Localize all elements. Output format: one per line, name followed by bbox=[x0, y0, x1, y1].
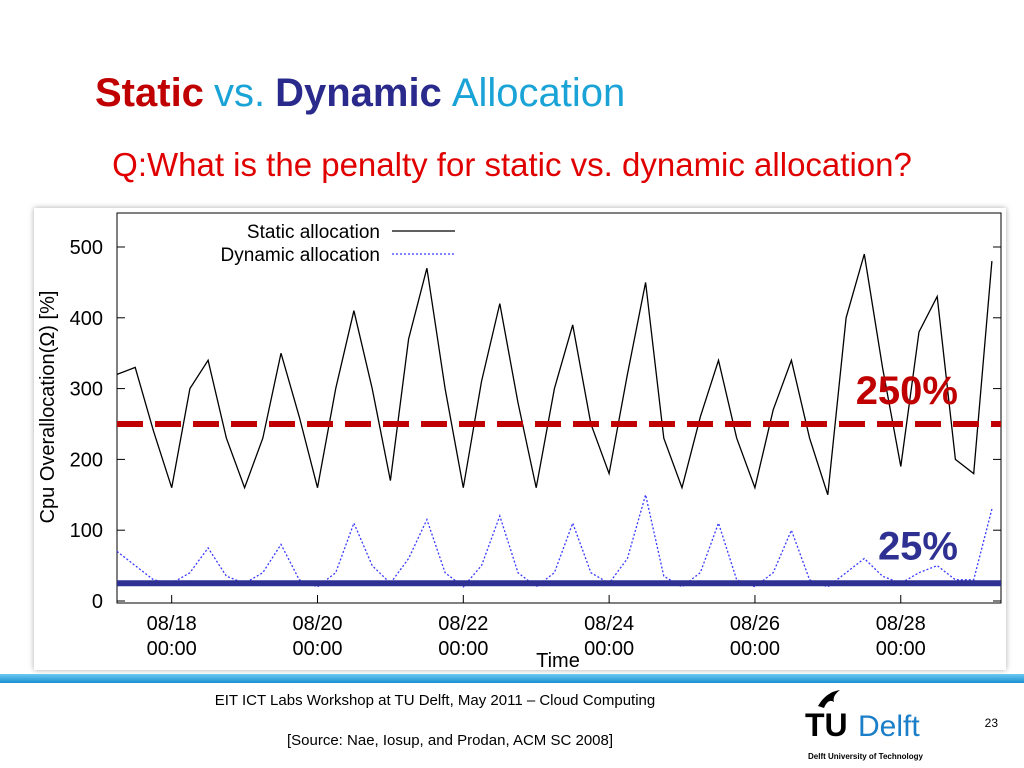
x-tick-label: 08/22 00:00 bbox=[438, 613, 488, 660]
y-tick-label: 300 bbox=[70, 379, 103, 401]
source: [Source: Nae, Iosup, and Prodan, ACM SC … bbox=[287, 732, 613, 749]
logo-delft: Delft bbox=[858, 710, 920, 743]
y-axis-label: Cpu Overallocation(Ω) [%] bbox=[37, 291, 59, 524]
question: Q:What is the penalty for static vs. dyn… bbox=[112, 146, 912, 183]
x-tick-label: 08/24 00:00 bbox=[584, 613, 634, 660]
logo-university: Delft University of Technology bbox=[808, 752, 924, 761]
logo-flame bbox=[818, 690, 840, 708]
legend-label: Dynamic allocation bbox=[221, 245, 380, 266]
chart: 0 100 200 300 400 500 08/18 00:00 08/20 00:00 08/2… bbox=[37, 212, 1002, 672]
title-part: vs. bbox=[214, 71, 265, 115]
y-tick-label: 100 bbox=[70, 520, 103, 542]
logo-tu: TU bbox=[805, 707, 848, 743]
title-part: Static bbox=[95, 71, 204, 115]
reference-label: 250% bbox=[856, 369, 958, 413]
title-part: Dynamic bbox=[275, 71, 442, 115]
slide-title: Static vs. Dynamic Allocation bbox=[95, 71, 625, 115]
x-tick-label: 08/20 00:00 bbox=[292, 613, 342, 660]
plot-area bbox=[116, 212, 1002, 604]
series-line bbox=[116, 253, 993, 495]
y-tick-label: 400 bbox=[70, 308, 103, 330]
reference-label: 25% bbox=[878, 524, 958, 568]
x-tick-label: 08/26 00:00 bbox=[730, 613, 780, 660]
page-number: 23 bbox=[985, 716, 999, 730]
legend-label: Static allocation bbox=[247, 222, 380, 243]
title-part: Allocation bbox=[452, 71, 625, 115]
x-tick-label: 08/28 00:00 bbox=[876, 613, 926, 660]
y-tick-label: 200 bbox=[70, 449, 103, 471]
footer-bar bbox=[0, 674, 1024, 683]
y-tick-label: 500 bbox=[70, 237, 103, 259]
x-axis-label: Time bbox=[536, 650, 580, 672]
chart-frame bbox=[34, 208, 1006, 670]
x-tick-label: 08/18 00:00 bbox=[147, 613, 197, 660]
footer: EIT ICT Labs Workshop at TU Delft, May 2… bbox=[215, 692, 656, 709]
y-tick-label: 0 bbox=[92, 591, 103, 613]
